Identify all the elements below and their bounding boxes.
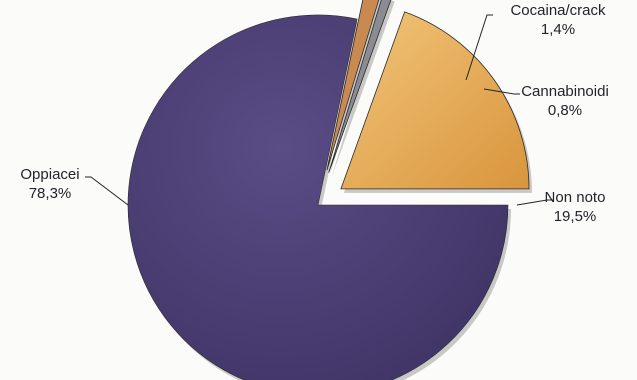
leader-line-cocaina-crack <box>465 14 493 81</box>
slice-name-label: Non noto <box>545 189 606 206</box>
slice-value-label: 1,4% <box>541 21 575 38</box>
slice-value-label: 19,5% <box>554 208 597 225</box>
leader-line-cannabinoidi <box>483 88 520 95</box>
slice-name-label: Cocaina/crack <box>510 2 606 19</box>
pie-slice-non-noto <box>340 11 530 190</box>
slice-value-label: 78,3% <box>29 185 72 202</box>
slice-name-label: Oppiacei <box>20 166 79 183</box>
pie-slices <box>127 0 530 380</box>
leader-line-oppiacei <box>85 176 129 206</box>
slice-shadow-cannabinoidi <box>331 0 395 177</box>
slice-name-label: Cannabinoidi <box>521 83 609 100</box>
slice-value-label: 0,8% <box>548 102 582 119</box>
leader-lines <box>85 14 553 206</box>
slice-labels: Non noto 19,5% Cannabinoidi 0,8% Cocaina/cra… <box>20 2 608 225</box>
pie-slice-oppiacei <box>127 14 509 380</box>
leader-line-non-noto <box>516 199 553 206</box>
